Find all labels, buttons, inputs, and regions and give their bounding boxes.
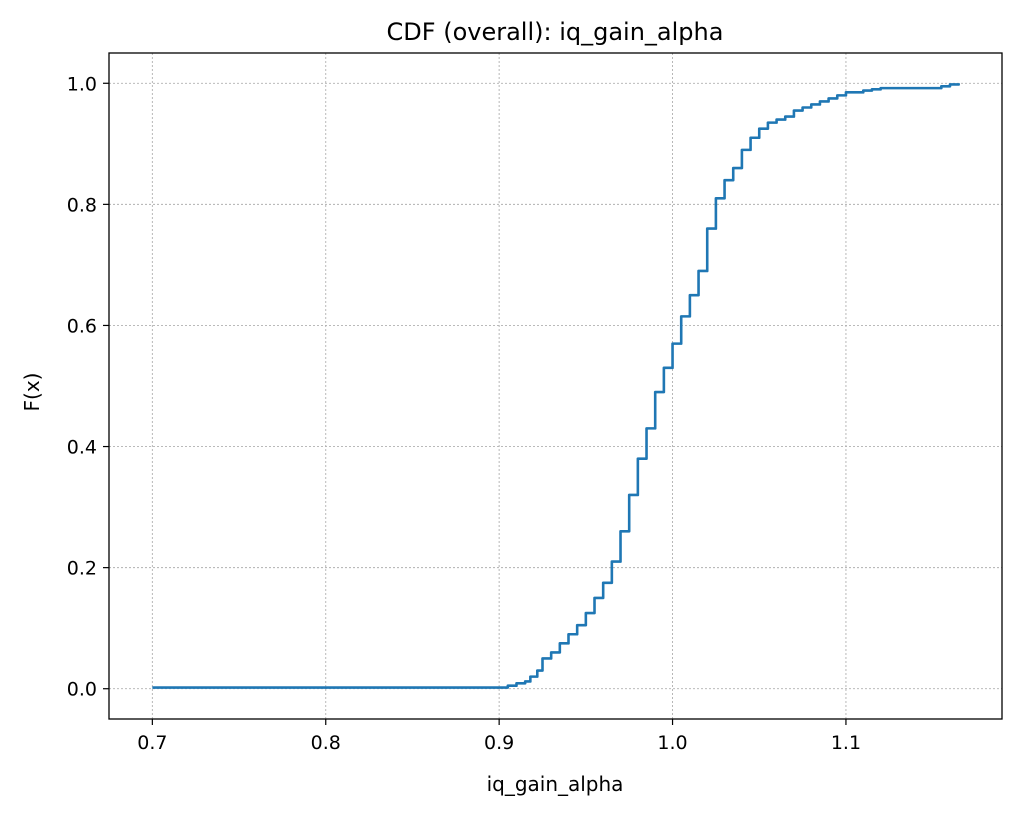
y-axis-label: F(x): [20, 373, 44, 412]
chart-title: CDF (overall): iq_gain_alpha: [387, 18, 724, 46]
x-tick-label: 0.8: [311, 732, 341, 754]
x-tick-label: 0.7: [137, 732, 167, 754]
x-tick-label: 1.0: [657, 732, 687, 754]
x-tick-label: 1.1: [831, 732, 861, 754]
plot-frame: [108, 52, 1003, 720]
y-tick-label: 0.2: [67, 558, 97, 580]
y-tick-label: 0.6: [67, 315, 97, 337]
x-axis-label: iq_gain_alpha: [487, 772, 624, 796]
series-layer: [152, 83, 960, 689]
y-tick-label: 1.0: [67, 73, 97, 95]
grid-layer: [109, 53, 1002, 719]
y-tick-label: 0.8: [67, 194, 97, 216]
x-tick-label: 0.9: [484, 732, 514, 754]
y-tick-label: 0.0: [67, 679, 97, 701]
tick-layer: 0.7 0.8 0.9 1.0 1.1 0.0 0.2 0.4 0.6 0.8 1.0: [67, 73, 861, 754]
cdf-series-line: [152, 83, 960, 689]
y-tick-label: 0.4: [67, 437, 97, 459]
